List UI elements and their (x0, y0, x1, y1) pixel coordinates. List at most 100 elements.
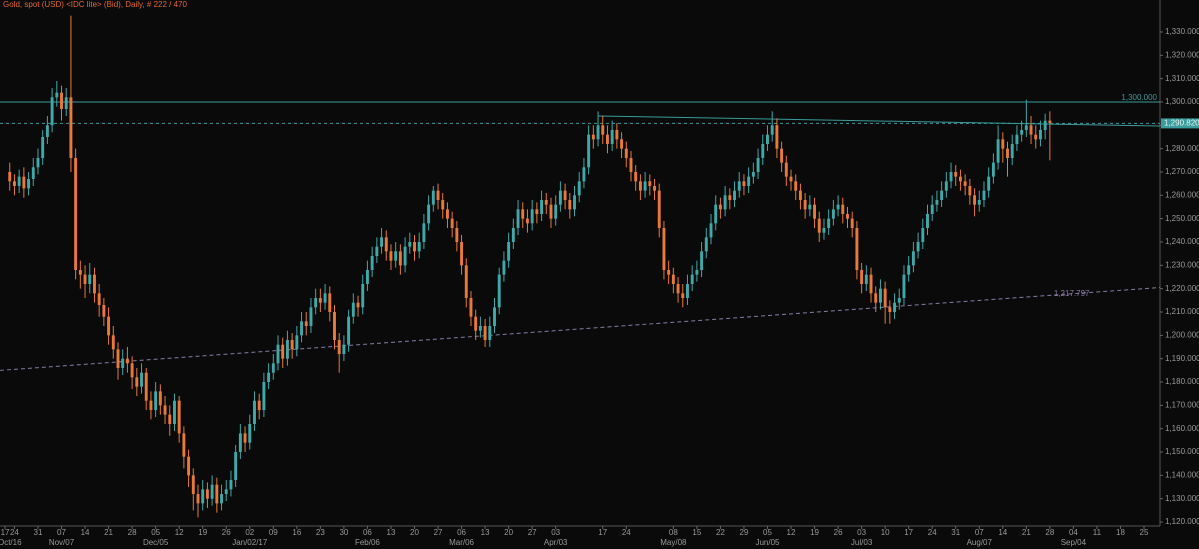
candle-body (375, 246, 379, 256)
candle-body (394, 251, 398, 261)
candle-body (436, 190, 440, 200)
y-tick-label: 1,320.000 (1165, 50, 1199, 59)
candle-body (8, 171, 12, 182)
x-tick-label: 12 (175, 528, 184, 537)
candle-body (328, 293, 332, 313)
candle-body (431, 190, 435, 205)
candle-body (874, 293, 878, 303)
candle-body (215, 484, 219, 504)
candle-body (398, 251, 402, 266)
candle-body (234, 452, 238, 481)
x-tick-label: 02 (245, 528, 254, 537)
chart-title: Gold, spot (USD) <IDC lite> (Bid), Daily… (3, 0, 187, 9)
candle-body (36, 157, 40, 168)
y-tick-label: 1,120.000 (1165, 517, 1199, 526)
candle-body (921, 227, 925, 242)
candle-body (888, 307, 892, 313)
candle-body (1006, 148, 1009, 158)
trendline-label: 1,217.797 (1054, 289, 1090, 298)
candle-body (681, 293, 685, 299)
candle-body (643, 181, 647, 191)
candle-body (836, 204, 840, 210)
candle-body (996, 139, 1000, 163)
candle-body (290, 340, 294, 350)
month-label: Mar/06 (449, 538, 474, 547)
candle-body (516, 209, 520, 228)
candle-body (384, 237, 388, 252)
candle-body (540, 199, 544, 214)
candle-body (285, 340, 289, 359)
candle-body (413, 241, 416, 252)
candle-body (751, 171, 755, 177)
candle-body (563, 190, 567, 200)
candle-body (41, 136, 45, 158)
x-tick-label: 06 (363, 528, 372, 537)
candle-body (351, 302, 355, 317)
y-tick-label: 1,250.000 (1165, 214, 1199, 223)
y-tick-label: 1,270.000 (1165, 167, 1199, 176)
x-tick-label: 07 (975, 528, 984, 537)
y-tick-label: 1,280.000 (1165, 144, 1199, 153)
x-tick-label: 20 (410, 528, 419, 537)
candle-body (742, 181, 746, 186)
candle-body (935, 199, 939, 205)
candle-body (878, 288, 882, 303)
candle-body (102, 305, 106, 317)
candle-body (582, 167, 586, 182)
x-tick-label: 25 (1140, 528, 1149, 537)
candle-body (248, 424, 252, 443)
candle-body (596, 125, 600, 140)
candle-body (761, 143, 765, 158)
candle-body (342, 344, 346, 355)
candle-body (982, 190, 986, 200)
candle-body (154, 391, 158, 411)
candle-body (300, 321, 304, 336)
candle-body (987, 176, 991, 191)
candle-body (864, 274, 868, 285)
candle-body (224, 489, 228, 495)
candle-body (521, 209, 525, 219)
candle-body (991, 162, 995, 177)
candle-body (427, 204, 431, 224)
candle-body (549, 204, 553, 219)
candle-body (709, 223, 713, 238)
candle-body (949, 171, 953, 182)
candle-body (704, 237, 708, 252)
candle-body (587, 134, 591, 168)
candle-body (22, 176, 26, 189)
candle-body (417, 241, 421, 252)
y-tick-label: 1,150.000 (1165, 447, 1199, 456)
candle-body (827, 218, 831, 228)
candle-body (977, 199, 981, 205)
candle-body (304, 321, 308, 327)
candle-body (389, 251, 393, 261)
candle-body (205, 489, 209, 499)
candle-body (17, 176, 21, 186)
candle-body (671, 274, 675, 285)
x-tick-label: 11 (1093, 528, 1102, 537)
candle-body (464, 265, 468, 299)
candle-body (690, 274, 694, 285)
candle-body (337, 340, 341, 355)
x-tick-label: 07 (57, 528, 66, 537)
candle-body (558, 190, 562, 205)
candle-body (191, 475, 195, 495)
candle-body (530, 209, 534, 224)
candle-body (718, 204, 722, 210)
candle-body (766, 134, 769, 144)
candle-body (163, 405, 167, 415)
candle-body (813, 204, 817, 219)
candle-body (676, 284, 680, 294)
candle-body (45, 125, 49, 137)
candle-body (615, 129, 619, 140)
candle-body (1029, 125, 1033, 135)
candle-body (478, 326, 482, 331)
candle-body (544, 199, 548, 205)
candle-body (323, 293, 327, 303)
candle-body (107, 316, 111, 336)
candle-body (638, 181, 642, 191)
x-tick-label: 06 (457, 528, 466, 537)
candle-body (422, 223, 426, 242)
y-tick-label: 1,180.000 (1165, 377, 1199, 386)
candle-body (798, 190, 802, 200)
